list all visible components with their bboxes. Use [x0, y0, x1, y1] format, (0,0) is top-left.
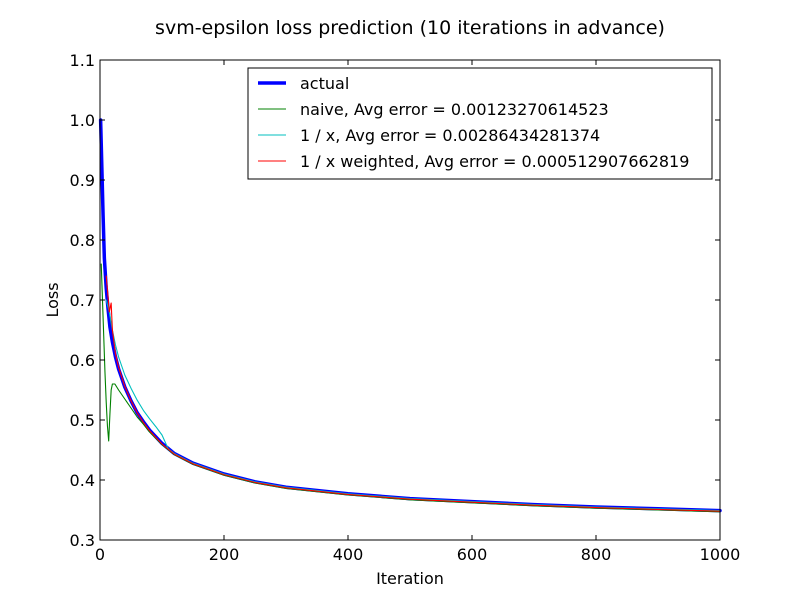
y-tick-label: 0.6: [70, 351, 95, 370]
y-tick-label: 1.0: [70, 111, 95, 130]
legend-label: 1 / x, Avg error = 0.00286434281374: [300, 126, 600, 145]
y-tick-label: 0.5: [70, 411, 95, 430]
y-tick-label: 0.7: [70, 291, 95, 310]
legend-label: 1 / x weighted, Avg error = 0.0005129076…: [300, 152, 689, 171]
x-axis: 0 200 400 600 800 1000: [95, 60, 740, 564]
chart-title: svm-epsilon loss prediction (10 iteratio…: [155, 17, 665, 39]
x-tick-label: 800: [581, 545, 612, 564]
y-tick-label: 0.8: [70, 231, 95, 250]
y-tick-label: 1.1: [70, 51, 95, 70]
y-tick-label: 0.3: [70, 531, 95, 550]
y-tick-label: 0.9: [70, 171, 95, 190]
x-tick-label: 600: [457, 545, 488, 564]
series-line-prediction-1: [100, 263, 721, 513]
x-tick-label: 400: [333, 545, 364, 564]
x-tick-label: 200: [209, 545, 240, 564]
legend-label: actual: [300, 74, 349, 93]
series-line-prediction-3: [105, 275, 721, 512]
x-tick-label: 0: [95, 545, 105, 564]
y-axis: 0.3 0.4 0.5 0.6 0.7 0.8 0.9 1.0 1.1: [70, 51, 720, 550]
y-axis-label: Loss: [43, 282, 62, 317]
series-layer: [98, 118, 722, 513]
x-axis-label: Iteration: [376, 569, 444, 588]
legend: actual naive, Avg error = 0.0012327061452…: [247, 67, 713, 180]
legend-frame: [247, 67, 713, 180]
x-tick-label: 1000: [700, 545, 741, 564]
y-tick-label: 0.4: [70, 471, 95, 490]
legend-label: naive, Avg error = 0.00123270614523: [300, 100, 609, 119]
